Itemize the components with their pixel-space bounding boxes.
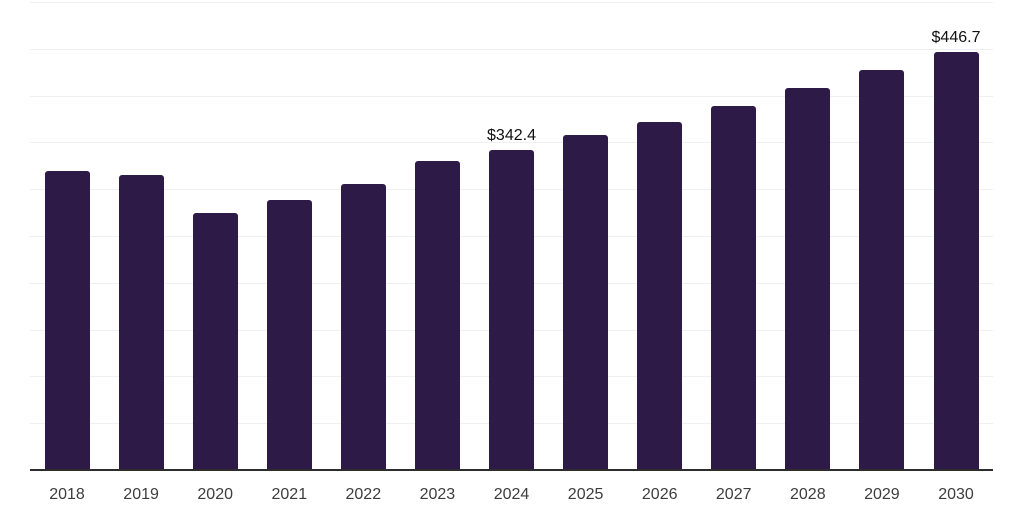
x-tick-label-2030: 2030	[938, 486, 974, 503]
x-tick-label-2026: 2026	[641, 486, 678, 503]
x-tick-label-2029: 2029	[864, 486, 900, 503]
gridline-400	[30, 95, 993, 97]
x-axis-line	[30, 469, 993, 471]
bar-2024	[489, 149, 534, 470]
gridline-450	[30, 48, 993, 50]
x-tick-label-2019: 2019	[123, 486, 159, 503]
bar-2029	[859, 70, 905, 470]
bar-2028	[785, 88, 831, 470]
bar-2019	[118, 175, 164, 470]
bar-2022	[340, 183, 386, 470]
gridline-500	[30, 2, 993, 3]
bar-2026	[637, 121, 683, 470]
bar-2025	[563, 134, 609, 470]
x-tick-label-2023: 2023	[419, 486, 456, 503]
bar-2018	[44, 171, 90, 470]
bar-2023	[414, 161, 460, 470]
x-tick-label-2021: 2021	[271, 486, 308, 503]
x-tick-label-2027: 2027	[715, 486, 752, 503]
x-tick-label-2028: 2028	[790, 486, 826, 503]
bar-2021	[266, 199, 312, 470]
x-tick-label-2018: 2018	[49, 486, 85, 503]
bar-value-label-2024: $342.4	[487, 126, 536, 144]
bar-2027	[711, 105, 757, 470]
bar-value-label-2030: $446.7	[931, 28, 981, 46]
x-tick-label-2024: 2024	[493, 486, 530, 503]
bar-2020	[192, 212, 238, 470]
x-tick-label-2022: 2022	[345, 486, 382, 503]
bar-2030	[933, 51, 979, 470]
x-tick-label-2025: 2025	[567, 486, 604, 503]
x-tick-label-2020: 2020	[197, 486, 233, 503]
gridline-350	[30, 142, 993, 144]
